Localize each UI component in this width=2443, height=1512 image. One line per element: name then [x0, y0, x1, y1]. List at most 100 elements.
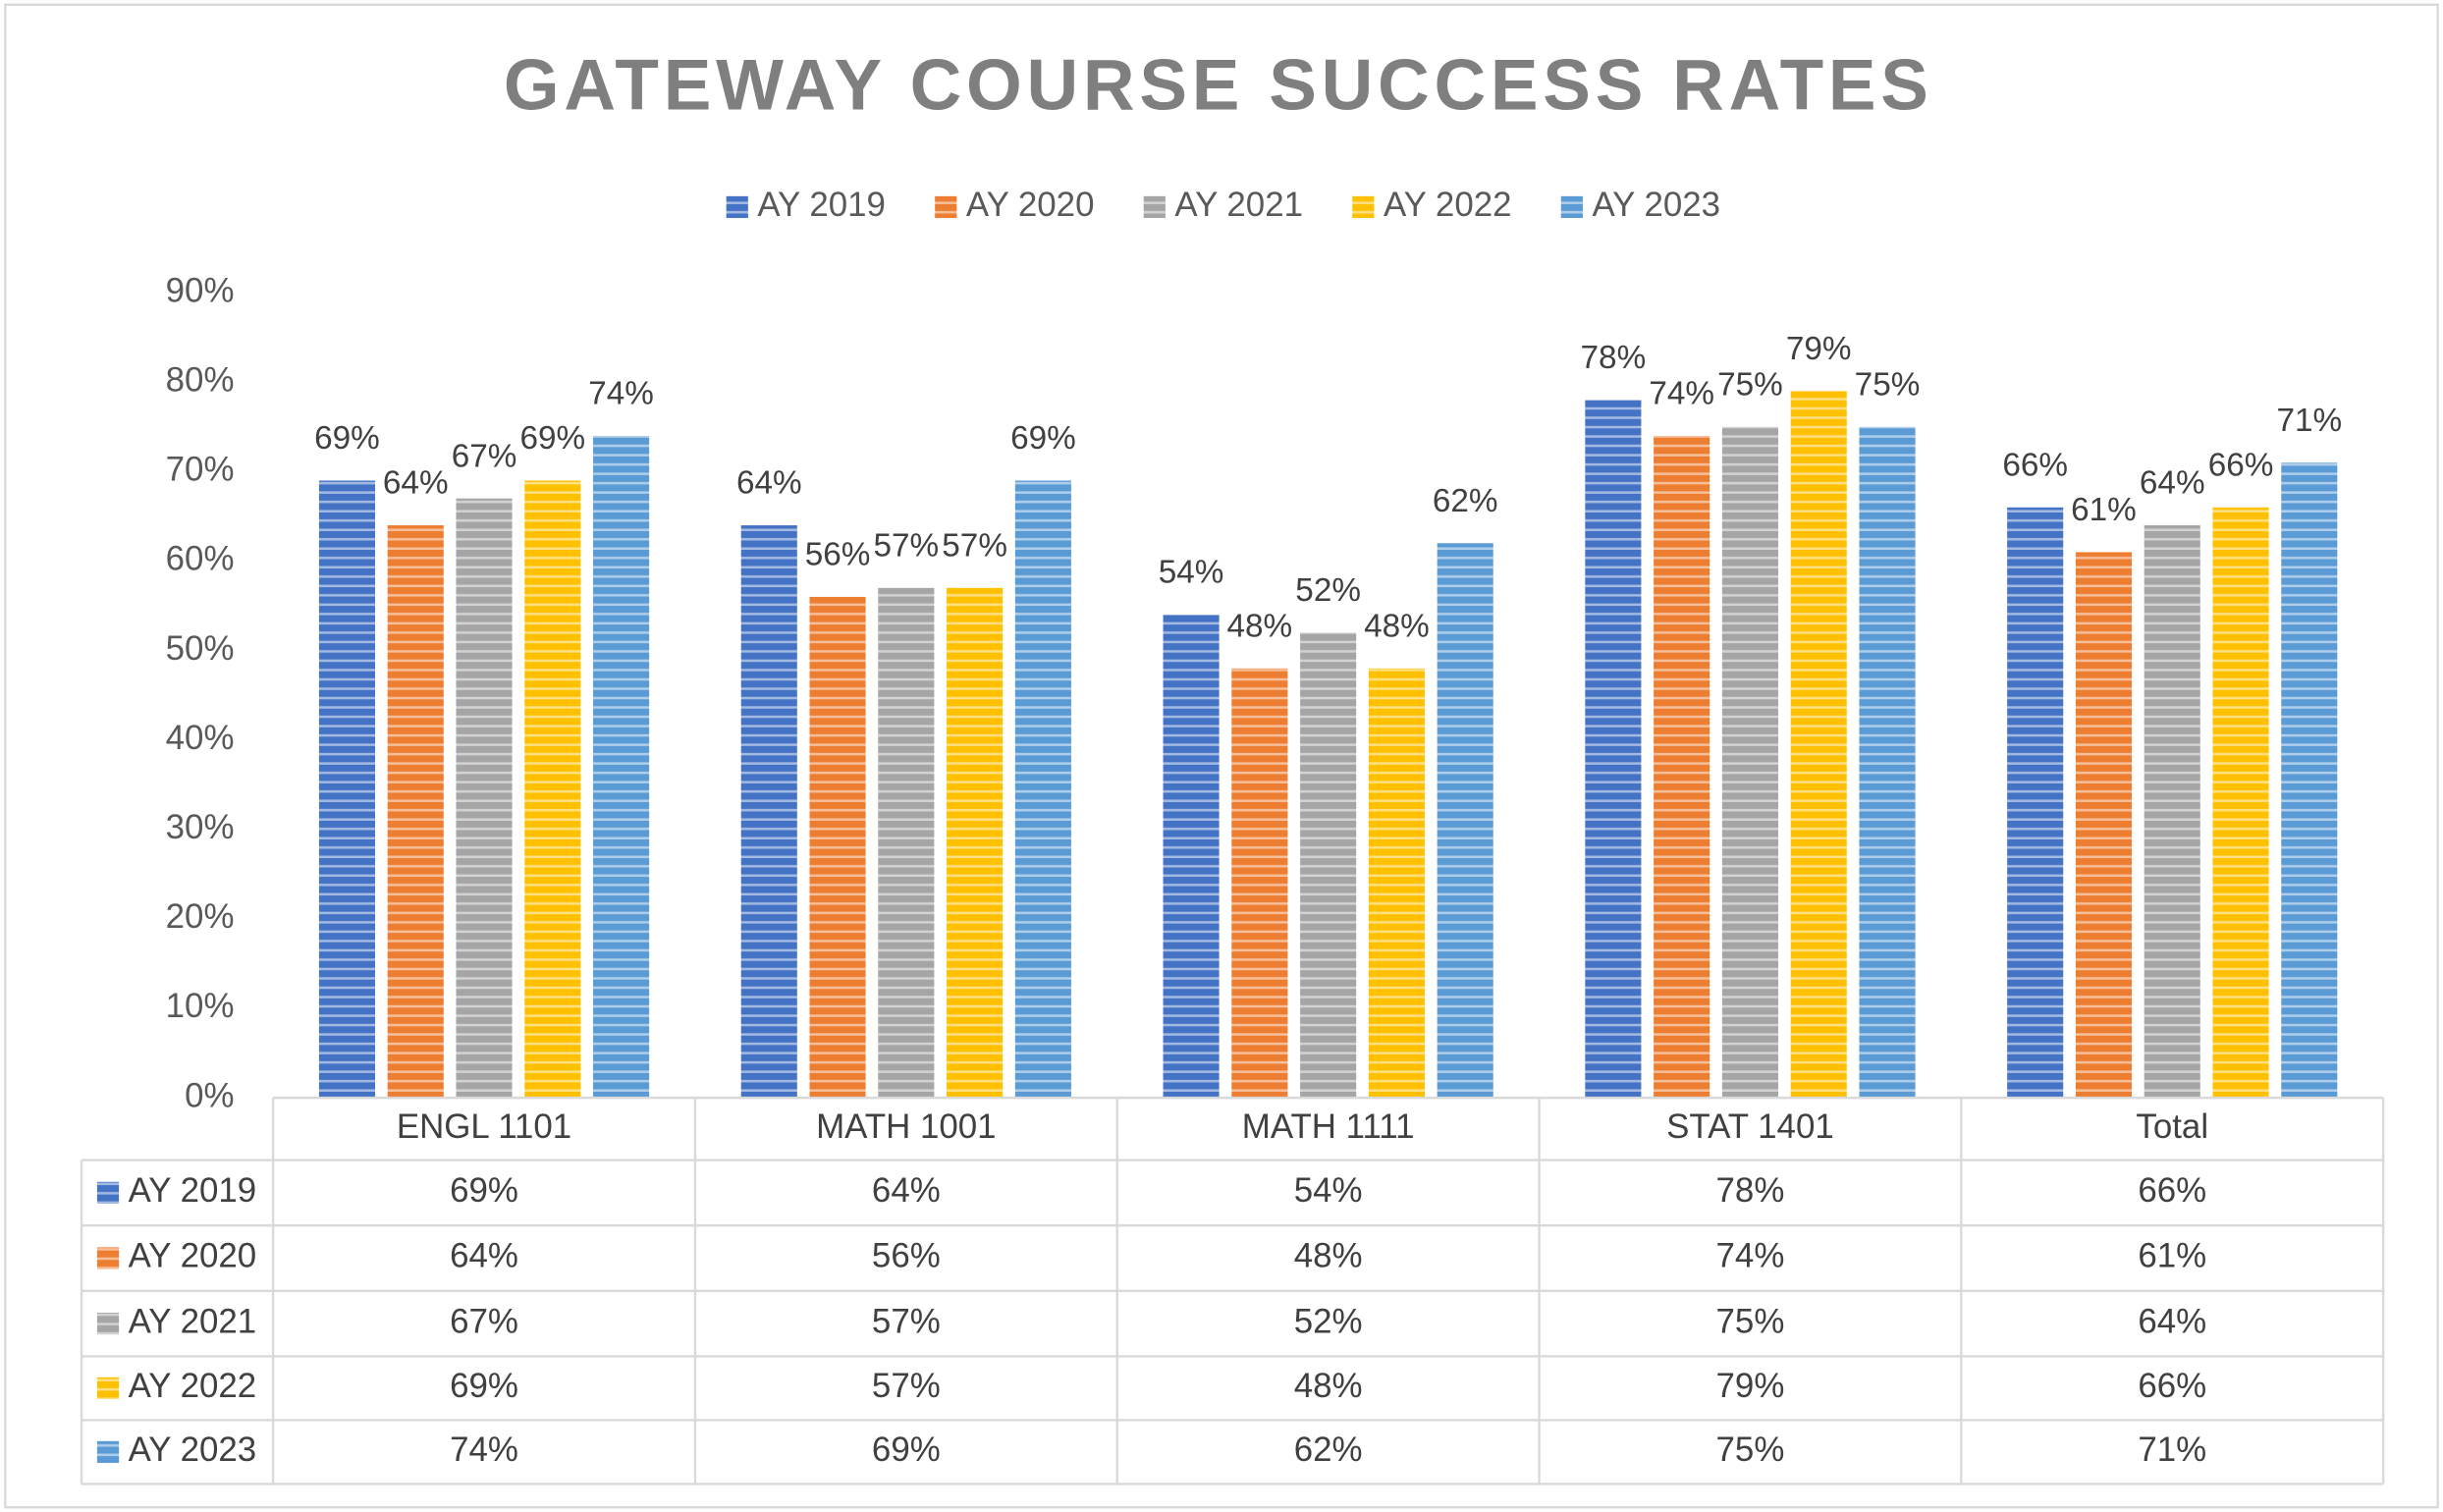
bar [1721, 426, 1778, 1099]
data-label: 79% [1786, 331, 1852, 367]
table-cell: 69% [450, 1171, 518, 1210]
table-cell: 78% [1716, 1171, 1785, 1210]
bar [593, 435, 650, 1099]
bar [1300, 632, 1357, 1099]
y-tick-label: 80% [166, 360, 235, 399]
table-row-label: AY 2021 [129, 1302, 257, 1340]
table-cell: 66% [2138, 1367, 2206, 1405]
chart-title: GATEWAY COURSE SUCCESS RATES [504, 45, 1933, 125]
data-label: 52% [1295, 572, 1361, 609]
table-legend-swatch [96, 1440, 120, 1464]
table-cell: 64% [872, 1171, 941, 1210]
table-cell: 79% [1716, 1367, 1785, 1405]
table-cell: 66% [2138, 1171, 2206, 1210]
data-label: 69% [519, 420, 585, 457]
legend-label: AY 2020 [966, 186, 1095, 224]
table-legend-swatch [96, 1312, 120, 1335]
data-label: 69% [1010, 420, 1076, 457]
bar [2144, 525, 2200, 1099]
bar [947, 587, 1004, 1099]
table-row-label: AY 2023 [129, 1431, 257, 1469]
bar [878, 587, 935, 1099]
y-tick-label: 10% [166, 987, 235, 1025]
data-label: 48% [1227, 608, 1293, 644]
bar [1014, 480, 1071, 1099]
legend-label: AY 2019 [757, 186, 886, 224]
data-label: 56% [805, 536, 871, 572]
data-label: 66% [2002, 447, 2068, 483]
y-tick-label: 50% [166, 629, 235, 668]
bar [1368, 668, 1425, 1099]
x-tick-label: MATH 1111 [1242, 1107, 1415, 1146]
bar [1654, 435, 1710, 1099]
table-cell: 57% [872, 1367, 941, 1405]
data-label: 61% [2071, 492, 2137, 528]
table-cell: 69% [872, 1431, 941, 1469]
data-label: 64% [383, 465, 449, 502]
table-row-label: AY 2022 [129, 1367, 257, 1405]
data-label: 69% [314, 420, 380, 457]
bar [387, 525, 444, 1099]
data-label: 74% [588, 375, 654, 411]
bar [524, 480, 581, 1099]
data-label: 66% [2208, 447, 2274, 483]
y-tick-label: 20% [166, 897, 235, 936]
data-label: 62% [1433, 483, 1498, 519]
legend-swatch [1560, 195, 1583, 219]
bar [1859, 426, 1916, 1099]
table-row-label: AY 2020 [129, 1237, 257, 1275]
legend-label: AY 2023 [1592, 186, 1720, 224]
data-label: 48% [1364, 608, 1430, 644]
table-cell: 56% [872, 1237, 941, 1275]
x-tick-label: ENGL 1101 [397, 1107, 571, 1146]
y-tick-label: 40% [166, 719, 235, 757]
table-cell: 54% [1294, 1171, 1363, 1210]
data-label: 57% [942, 527, 1007, 564]
bar [1231, 668, 1288, 1099]
table-cell: 62% [1294, 1431, 1363, 1469]
bar [1163, 615, 1220, 1099]
y-tick-label: 0% [185, 1076, 234, 1114]
table-row-label: AY 2019 [129, 1171, 257, 1210]
bar [2007, 507, 2064, 1099]
table-cell: 64% [2138, 1302, 2206, 1340]
bar [1437, 543, 1493, 1099]
data-label: 64% [2140, 465, 2205, 502]
legend-swatch [935, 195, 957, 219]
data-label: 75% [1855, 366, 1921, 403]
legend-swatch [1352, 195, 1375, 219]
table-cell: 64% [450, 1237, 518, 1275]
data-label: 64% [736, 465, 802, 502]
data-label: 75% [1717, 366, 1783, 403]
x-tick-label: Total [2136, 1107, 2208, 1146]
data-label: 54% [1159, 555, 1224, 591]
legend-swatch [1143, 195, 1166, 219]
bar [456, 498, 513, 1099]
legend-label: AY 2021 [1174, 186, 1303, 224]
bar [809, 596, 866, 1099]
data-label: 71% [2276, 403, 2342, 439]
bar [1790, 391, 1847, 1099]
data-label: 57% [874, 527, 940, 564]
legend-swatch [726, 195, 748, 219]
bar [1585, 400, 1642, 1099]
table-cell: 75% [1716, 1302, 1785, 1340]
table-cell: 74% [450, 1431, 518, 1469]
data-label: 74% [1649, 375, 1714, 411]
table-legend-swatch [96, 1181, 120, 1204]
table-cell: 57% [872, 1302, 941, 1340]
data-label: 78% [1581, 340, 1647, 376]
table-cell: 61% [2138, 1237, 2206, 1275]
bar [740, 525, 797, 1099]
table-cell: 48% [1294, 1237, 1363, 1275]
table-cell: 74% [1716, 1237, 1785, 1275]
x-tick-label: MATH 1001 [816, 1107, 996, 1146]
table-cell: 75% [1716, 1431, 1785, 1469]
bar [2212, 507, 2269, 1099]
table-cell: 48% [1294, 1367, 1363, 1405]
legend-label: AY 2022 [1384, 186, 1512, 224]
table-cell: 71% [2138, 1431, 2206, 1469]
x-tick-label: STAT 1401 [1666, 1107, 1834, 1146]
